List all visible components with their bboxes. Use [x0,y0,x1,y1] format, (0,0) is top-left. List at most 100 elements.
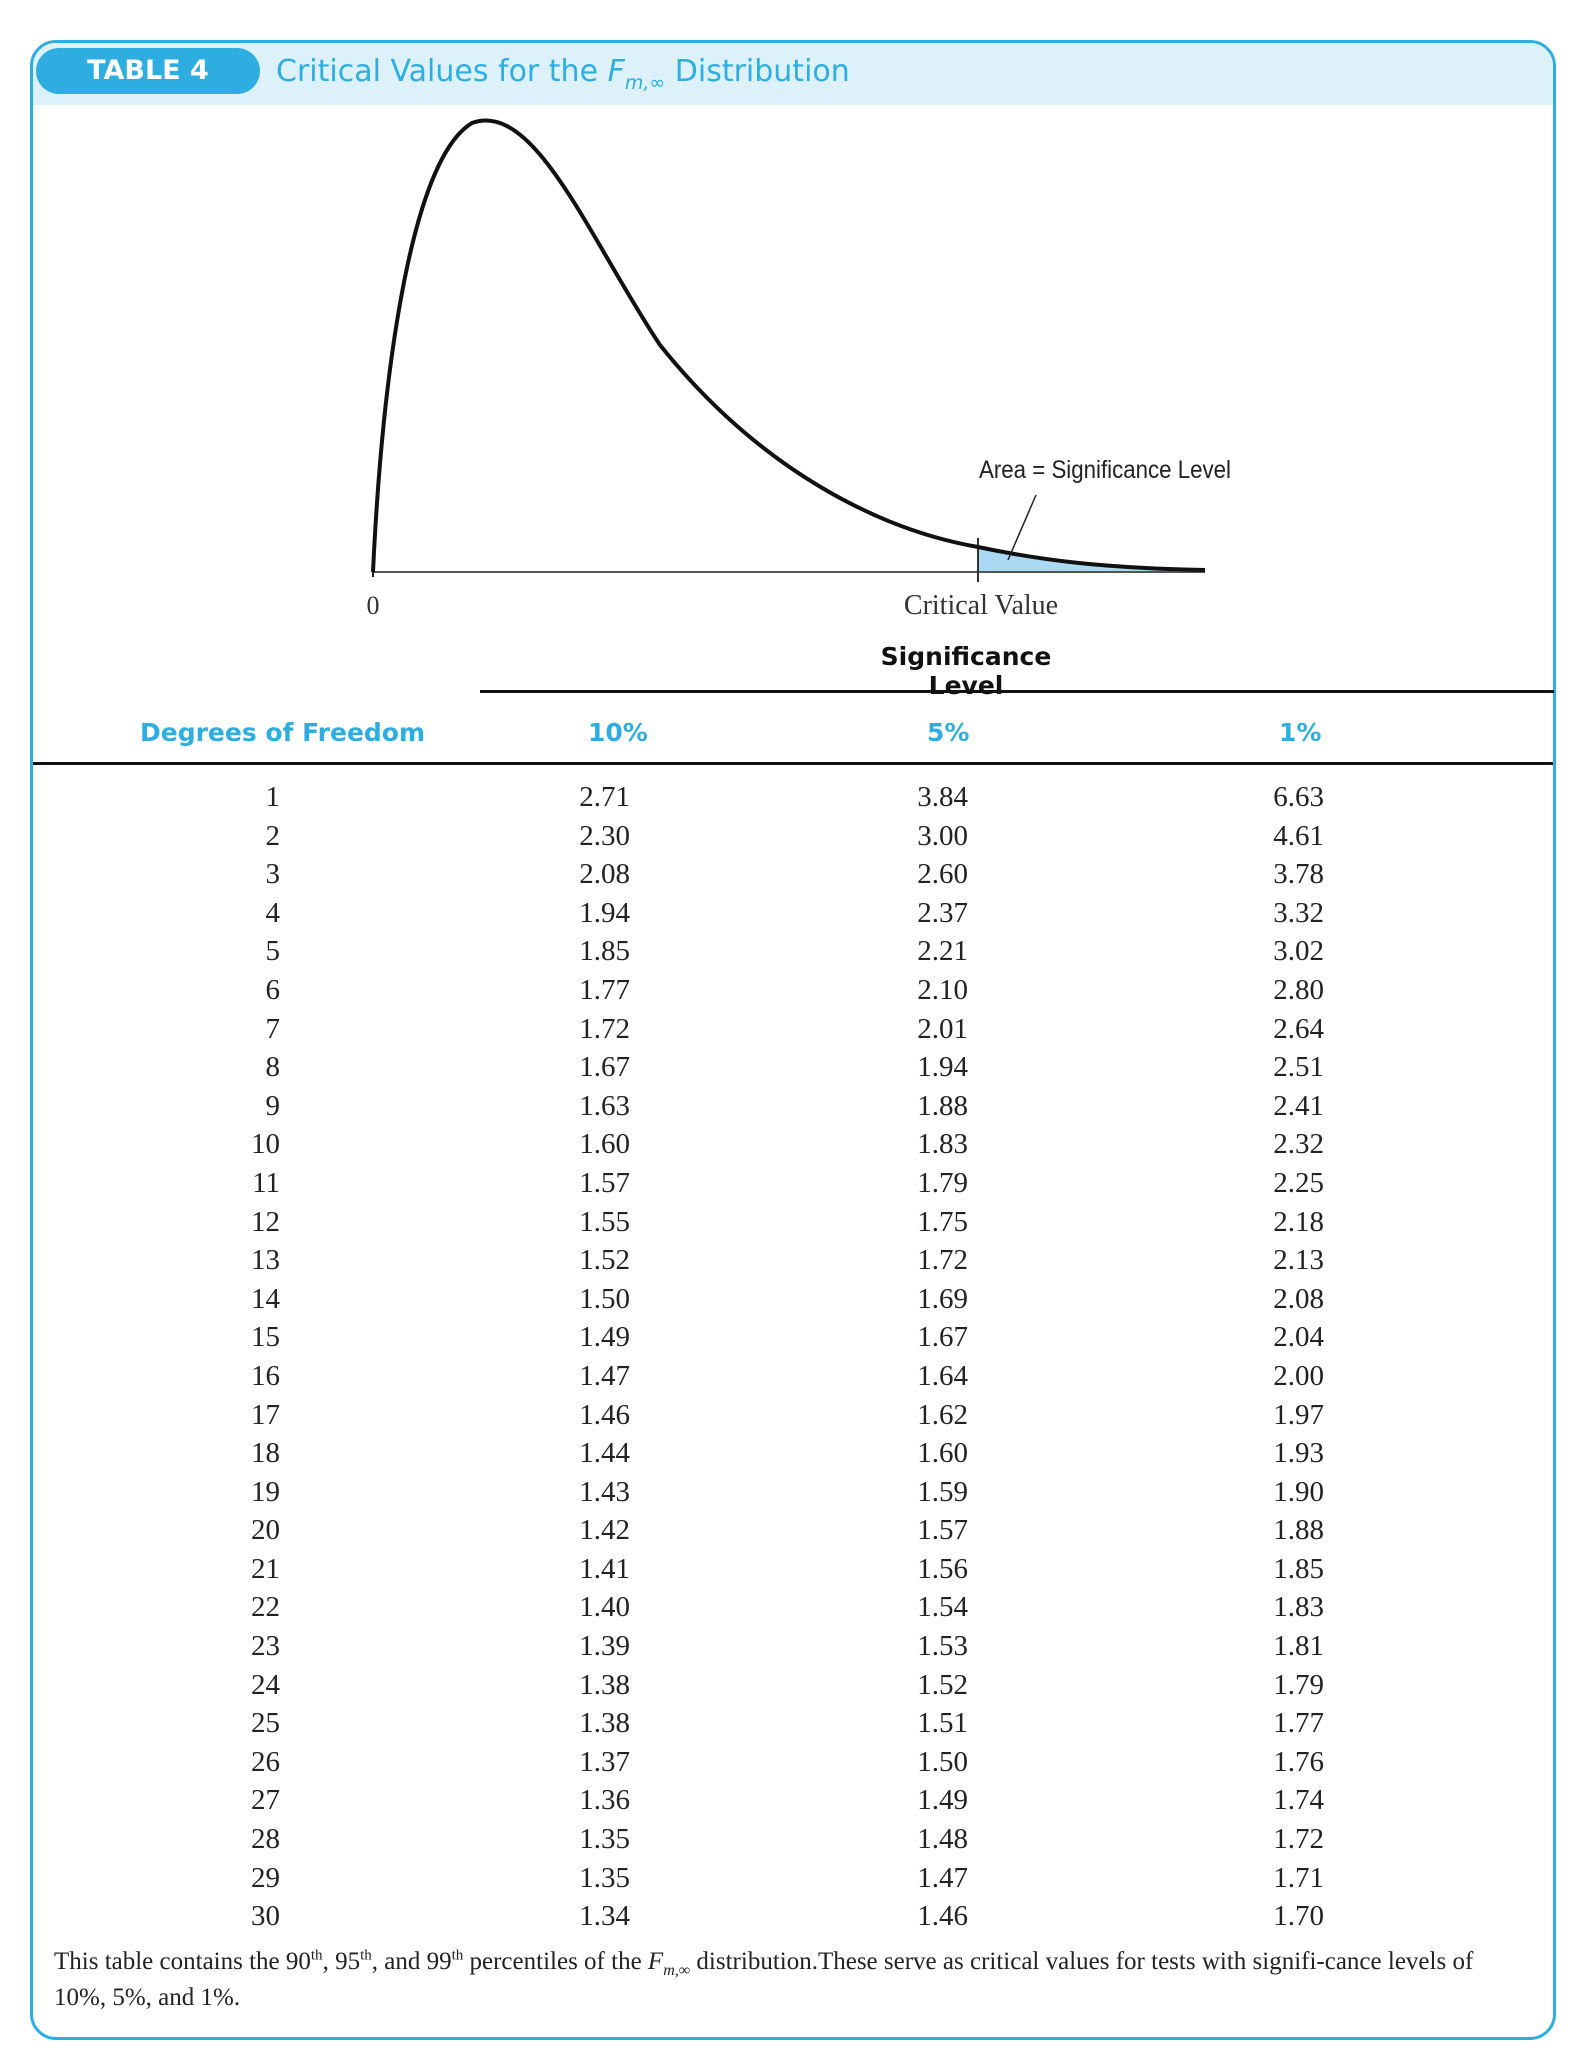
dof-cell: 8 [265,1051,281,1084]
col-header-10pct: 10% [588,718,648,747]
value-10pct-cell: 2.71 [579,781,630,813]
value-1pct-cell: 6.63 [1273,781,1324,813]
critical-values-table: 1 2.71 3.84 6.63 2 2.30 3.00 4.61 3 2.08… [0,778,1584,1936]
value-10pct-cell: 1.77 [579,973,630,1006]
footnote-sup3: th [451,1947,464,1964]
table-row: 25 1.38 1.51 1.77 [0,1704,1584,1743]
value-5pct-cell: 1.94 [917,1051,968,1084]
col-header-dof: Degrees of Freedom [140,718,426,747]
dof-cell: 13 [251,1244,280,1277]
value-1pct-cell: 3.78 [1273,858,1324,891]
table-row: 9 1.63 1.88 2.41 [0,1087,1584,1126]
value-5pct-cell: 1.53 [917,1630,968,1663]
footnote-sup1: th [310,1947,323,1964]
value-1pct-cell: 1.85 [1273,1552,1324,1585]
value-5pct-cell: 1.52 [917,1668,968,1701]
value-10pct-cell: 1.40 [579,1591,630,1624]
value-5pct-cell: 1.59 [917,1475,968,1508]
dof-cell: 5 [265,935,281,968]
value-5pct-cell: 1.46 [917,1900,968,1933]
value-10pct-cell: 2.08 [579,858,630,891]
table-row: 28 1.35 1.48 1.72 [0,1820,1584,1859]
dof-cell: 27 [251,1784,280,1817]
dof-cell: 21 [251,1552,280,1585]
value-10pct-cell: 1.39 [579,1630,630,1663]
value-10pct-cell: 1.38 [579,1668,630,1701]
value-10pct-cell: 1.34 [579,1900,630,1933]
value-10pct-cell: 1.36 [579,1784,630,1817]
title-f-symbol: F [607,54,625,89]
value-5pct-cell: 1.62 [917,1398,968,1431]
value-5pct-cell: 1.54 [917,1591,968,1624]
value-5pct-cell: 1.47 [917,1861,968,1894]
table-row: 24 1.38 1.52 1.79 [0,1666,1584,1705]
title-subscript: m,∞ [624,72,666,94]
footnote-part4: percentiles of the [463,1948,648,1975]
dof-cell: 3 [265,858,281,891]
table-row: 7 1.72 2.01 2.64 [0,1010,1584,1049]
value-5pct-cell: 1.83 [917,1128,968,1161]
value-5pct-cell: 1.88 [917,1089,968,1122]
value-5pct-cell: 1.79 [917,1166,968,1199]
value-10pct-cell: 1.85 [579,935,630,968]
table-row: 30 1.34 1.46 1.70 [0,1897,1584,1936]
value-5pct-cell: 1.67 [917,1321,968,1354]
value-10pct-cell: 1.42 [579,1514,630,1547]
significance-underline [480,690,1554,693]
value-1pct-cell: 2.13 [1273,1244,1324,1277]
table-label-badge: TABLE 4 [36,48,260,94]
value-10pct-cell: 1.38 [579,1707,630,1740]
dof-cell: 29 [251,1861,280,1894]
value-5pct-cell: 2.10 [917,973,968,1006]
table-title: Critical Values for the Fm,∞ Distributio… [276,52,850,94]
value-10pct-cell: 1.49 [579,1321,630,1354]
table-row: 11 1.57 1.79 2.25 [0,1164,1584,1203]
table-row: 18 1.44 1.60 1.93 [0,1434,1584,1473]
value-5pct-cell: 1.72 [917,1244,968,1277]
value-1pct-cell: 1.70 [1273,1900,1324,1933]
dof-cell: 24 [251,1668,280,1701]
value-1pct-cell: 1.97 [1273,1398,1324,1431]
dof-cell: 28 [251,1823,280,1856]
table-row: 4 1.94 2.37 3.32 [0,894,1584,933]
dof-cell: 20 [251,1514,280,1547]
value-5pct-cell: 1.51 [917,1707,968,1740]
value-5pct-cell: 1.49 [917,1784,968,1817]
header-underline [33,762,1553,765]
dof-cell: 6 [265,973,281,1006]
tail-area-shade [978,547,1205,572]
value-10pct-cell: 1.52 [579,1244,630,1277]
significance-level-heading: Significance Level [880,642,1052,700]
table-row: 3 2.08 2.60 3.78 [0,855,1584,894]
col-header-5pct: 5% [927,718,970,747]
value-1pct-cell: 2.18 [1273,1205,1324,1238]
value-1pct-cell: 3.02 [1273,935,1324,968]
dof-cell: 1 [265,781,281,813]
value-1pct-cell: 2.80 [1273,973,1324,1006]
footnote-f-symbol: F [647,1948,664,1975]
footnote-part1: This table contains the 90 [54,1948,311,1975]
value-10pct-cell: 1.67 [579,1051,630,1084]
table-row: 16 1.47 1.64 2.00 [0,1357,1584,1396]
table-row: 26 1.37 1.50 1.76 [0,1743,1584,1782]
value-10pct-cell: 1.94 [579,896,630,929]
dof-cell: 4 [265,896,281,929]
table-row: 5 1.85 2.21 3.02 [0,932,1584,971]
value-1pct-cell: 1.76 [1273,1745,1324,1778]
value-5pct-cell: 2.21 [917,935,968,968]
value-5pct-cell: 1.69 [917,1282,968,1315]
value-1pct-cell: 2.32 [1273,1128,1324,1161]
dof-cell: 17 [251,1398,280,1431]
table-row: 27 1.36 1.49 1.74 [0,1781,1584,1820]
value-1pct-cell: 2.51 [1273,1051,1324,1084]
dof-cell: 7 [265,1012,281,1045]
value-5pct-cell: 1.60 [917,1437,968,1470]
value-1pct-cell: 4.61 [1273,819,1324,852]
value-10pct-cell: 1.50 [579,1282,630,1315]
title-prefix: Critical Values for the [276,54,608,89]
area-annotation: Area = Significance Level [979,456,1231,484]
footnote-part2: , 95 [322,1948,361,1975]
dof-cell: 12 [251,1205,280,1238]
value-5pct-cell: 1.57 [917,1514,968,1547]
value-10pct-cell: 1.46 [579,1398,630,1431]
